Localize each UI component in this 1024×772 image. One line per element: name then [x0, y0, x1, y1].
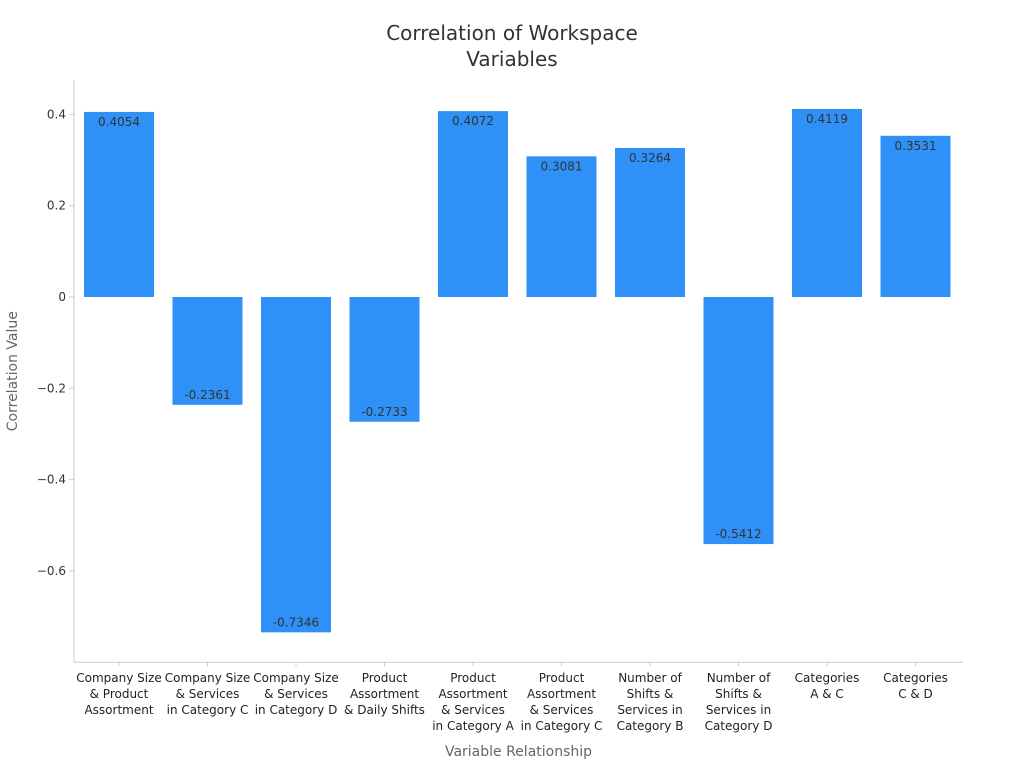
x-tick-label: Company Size	[165, 671, 251, 685]
y-tick-label: 0.4	[47, 107, 66, 121]
x-tick-label: & Services	[176, 687, 240, 701]
bar	[880, 135, 951, 297]
x-tick-label: in Category C	[521, 719, 603, 733]
x-tick-label: & Daily Shifts	[344, 703, 425, 717]
x-tick-label: Company Size	[76, 671, 162, 685]
data-label: 0.3531	[895, 139, 937, 153]
x-tick-label: A & C	[810, 687, 844, 701]
x-tick-label: Assortment	[84, 703, 153, 717]
y-tick-label: −0.4	[37, 473, 66, 487]
data-label: -0.2733	[361, 405, 407, 419]
x-tick-label: Number of	[618, 671, 682, 685]
bar	[438, 111, 508, 298]
x-tick-label: in Category C	[167, 703, 249, 717]
x-tick-label: Assortment	[350, 687, 419, 701]
chart-title-line: Correlation of Workspace	[386, 21, 638, 45]
x-tick-label: Services in	[706, 703, 771, 717]
bar	[615, 147, 685, 297]
data-label: -0.5412	[715, 527, 761, 541]
y-tick-label: −0.2	[37, 381, 66, 395]
x-tick-label: & Services	[530, 703, 594, 717]
x-tick-label: & Product	[90, 687, 149, 701]
data-label: -0.2361	[184, 388, 230, 402]
x-tick-label: & Services	[441, 703, 505, 717]
data-label: 0.4054	[98, 115, 140, 129]
bar	[84, 111, 154, 297]
data-label: 0.4072	[452, 114, 494, 128]
x-tick-label: Services in	[617, 703, 682, 717]
x-tick-label: Product	[450, 671, 496, 685]
x-tick-label: Number of	[707, 671, 771, 685]
x-tick-label: Category B	[617, 719, 684, 733]
x-tick-label: Shifts &	[715, 687, 762, 701]
bar	[172, 297, 243, 405]
chart-title-line: Variables	[466, 47, 557, 71]
x-tick-label: Category D	[705, 719, 773, 733]
data-label: 0.3081	[541, 159, 583, 173]
x-tick-label: Categories	[883, 671, 948, 685]
data-label: -0.7346	[273, 615, 319, 629]
x-axis-title: Variable Relationship	[445, 744, 592, 760]
x-tick-label: Company Size	[253, 671, 339, 685]
x-tick-label: in Category D	[255, 703, 338, 717]
y-tick-label: 0.2	[47, 199, 66, 213]
bar	[703, 297, 774, 545]
x-tick-label: Shifts &	[627, 687, 674, 701]
x-tick-label: Categories	[795, 671, 860, 685]
x-tick-label: in Category A	[432, 719, 514, 733]
x-tick-label: Assortment	[527, 687, 596, 701]
x-tick-label: Product	[362, 671, 408, 685]
x-tick-label: C & D	[898, 687, 933, 701]
bar	[526, 156, 597, 297]
y-tick-label: 0	[58, 290, 66, 304]
y-axis-title: Correlation Value	[5, 311, 21, 431]
bar	[349, 297, 420, 422]
x-tick-label: Product	[539, 671, 585, 685]
data-label: 0.3264	[629, 151, 671, 165]
bar	[261, 297, 331, 633]
x-tick-label: & Services	[264, 687, 328, 701]
y-tick-label: −0.6	[37, 564, 66, 578]
x-tick-label: Assortment	[438, 687, 507, 701]
bar	[792, 108, 862, 297]
data-label: 0.4119	[806, 112, 848, 126]
